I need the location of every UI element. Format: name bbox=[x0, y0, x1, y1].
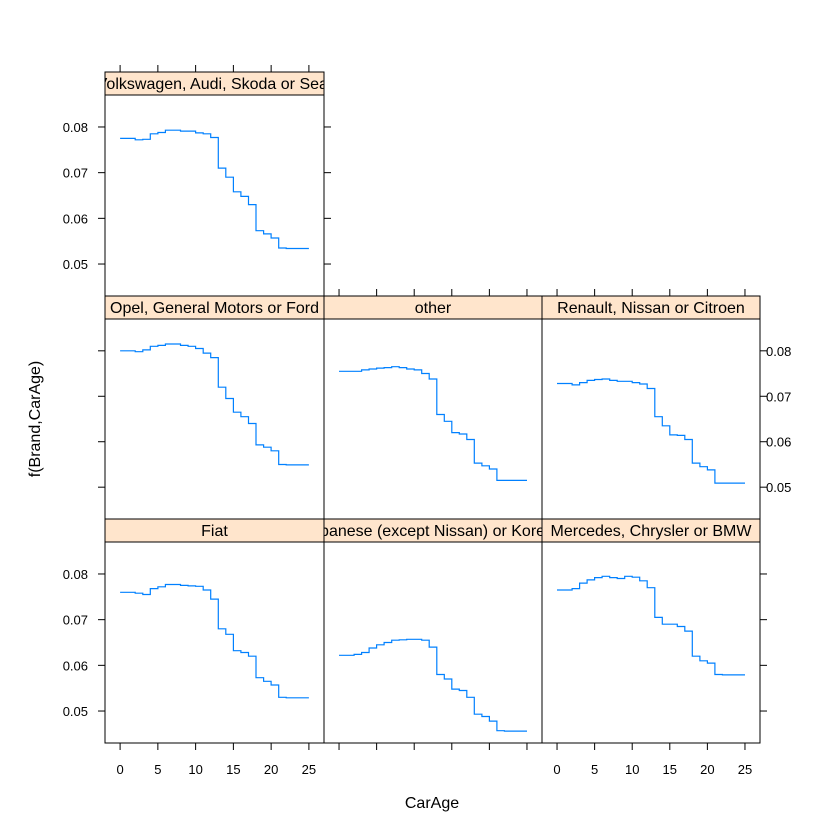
x-tick-label: 15 bbox=[226, 762, 240, 777]
series-line bbox=[339, 366, 527, 481]
y-tick-label: 0.05 bbox=[766, 480, 791, 495]
x-tick-label: 15 bbox=[663, 762, 677, 777]
y-tick-label: 0.05 bbox=[63, 704, 88, 719]
y-tick-label: 0.06 bbox=[766, 435, 791, 450]
panel-strip-label: Opel, General Motors or Ford bbox=[110, 300, 319, 317]
y-tick-label: 0.07 bbox=[63, 166, 88, 181]
x-tick-label: 0 bbox=[116, 762, 123, 777]
panel-strip-label: Mercedes, Chrysler or BMW bbox=[551, 523, 753, 540]
x-tick-label: 0 bbox=[553, 762, 560, 777]
x-tick-label: 5 bbox=[154, 762, 161, 777]
x-tick-label: 10 bbox=[188, 762, 202, 777]
x-tick-label: 10 bbox=[625, 762, 639, 777]
series-line bbox=[120, 343, 309, 466]
panel-strip-label: other bbox=[415, 300, 452, 317]
series-line bbox=[557, 378, 745, 484]
panel-frame bbox=[104, 541, 325, 744]
y-tick-label: 0.07 bbox=[63, 613, 88, 628]
panel-frame bbox=[541, 318, 761, 520]
x-tick-label: 25 bbox=[738, 762, 752, 777]
y-tick-label: 0.08 bbox=[63, 120, 88, 135]
y-tick-label: 0.08 bbox=[63, 567, 88, 582]
y-tick-label: 0.07 bbox=[766, 389, 791, 404]
panel-strip-label: Japanese (except Nissan) or Korean bbox=[303, 523, 563, 540]
x-tick-label: 25 bbox=[302, 762, 316, 777]
panel-frame bbox=[104, 318, 325, 520]
panel-strip-label: Volkswagen, Audi, Skoda or Seat bbox=[97, 76, 333, 93]
panel-frame bbox=[323, 541, 543, 744]
panel-frame bbox=[104, 94, 325, 297]
y-tick-label: 0.08 bbox=[766, 344, 791, 359]
x-tick-label: 5 bbox=[591, 762, 598, 777]
panel-strip-label: Fiat bbox=[201, 523, 228, 540]
panel-frame bbox=[541, 541, 761, 744]
series-line bbox=[557, 575, 745, 676]
y-tick-label: 0.05 bbox=[63, 257, 88, 272]
y-tick-label: 0.06 bbox=[63, 211, 88, 226]
series-line bbox=[120, 129, 309, 250]
series-line bbox=[120, 583, 309, 699]
series-line bbox=[339, 638, 527, 732]
x-tick-label: 20 bbox=[264, 762, 278, 777]
x-axis-label: CarAge bbox=[405, 795, 459, 812]
y-tick-label: 0.06 bbox=[63, 658, 88, 673]
y-axis-label: f(Brand,CarAge) bbox=[27, 361, 44, 478]
x-tick-label: 20 bbox=[700, 762, 714, 777]
panel-strip-label: Renault, Nissan or Citroen bbox=[557, 300, 745, 317]
panel-frame bbox=[323, 318, 543, 520]
